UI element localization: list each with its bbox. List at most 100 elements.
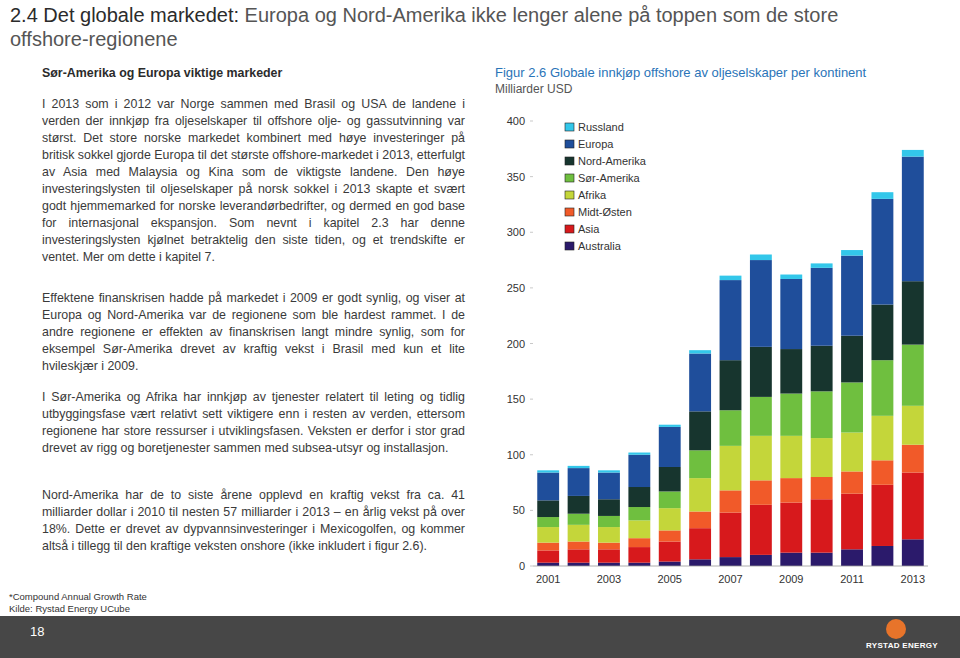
bar-segment [780, 436, 802, 478]
bar-segment [659, 467, 681, 491]
bar-segment [750, 255, 772, 261]
y-tick [530, 176, 533, 177]
bar-segment [568, 542, 590, 550]
page-number: 18 [30, 624, 44, 639]
legend-label: Europa [578, 138, 614, 150]
bar-segment [811, 553, 833, 566]
bar-segment [628, 520, 650, 538]
logo-icon [886, 619, 906, 639]
bar-segment [689, 528, 711, 559]
y-tick [530, 343, 533, 344]
bar-segment [598, 527, 620, 543]
bar-segment [659, 542, 681, 562]
y-tick-label: 300 [507, 226, 525, 238]
paragraph: I 2013 som i 2012 var Norge sammen med B… [42, 96, 465, 266]
bar-segment [902, 445, 924, 473]
legend-label: Australia [578, 240, 622, 252]
bar-segment [780, 275, 802, 279]
bar-segment [689, 450, 711, 478]
bar-segment [871, 305, 893, 361]
bar-segment [659, 562, 681, 566]
bar-segment [537, 543, 559, 551]
bar-segment [537, 563, 559, 566]
bar-segment [811, 391, 833, 438]
bar-segment [659, 508, 681, 530]
footer-band [0, 616, 960, 658]
title-prefix: 2.4 Det globale markedet: [10, 4, 239, 26]
x-axis [533, 566, 928, 567]
bar-segment [568, 468, 590, 496]
bar-segment [750, 505, 772, 555]
legend-swatch [565, 242, 574, 250]
bar-segment [780, 503, 802, 553]
y-tick-label: 100 [507, 449, 525, 461]
bar-segment [750, 436, 772, 481]
y-tick [530, 287, 533, 288]
footnote: *Compound Annual Growth Rate [9, 591, 147, 602]
x-tick-label: 2001 [536, 573, 560, 585]
bar-segment [537, 517, 559, 527]
bar-segment [750, 260, 772, 347]
paragraph: I Sør-Amerika og Afrika har innkjøp av t… [42, 389, 465, 457]
bar-segment [720, 276, 742, 280]
bar-segment [871, 485, 893, 546]
bar-segment [598, 499, 620, 516]
y-tick [530, 232, 533, 233]
bar-segment [841, 382, 863, 432]
bar-segment [841, 433, 863, 472]
bar-segment [750, 555, 772, 566]
bar-segment [780, 394, 802, 436]
bar-segment [659, 427, 681, 467]
bar-segment [871, 199, 893, 305]
bar-segment [598, 563, 620, 566]
bar-segment [871, 360, 893, 416]
x-tick-label: 2007 [718, 573, 742, 585]
bar-segment [811, 499, 833, 552]
bar-segment [628, 538, 650, 547]
bar-segment [811, 268, 833, 346]
x-tick-label: 2003 [597, 573, 621, 585]
bar-segment [568, 525, 590, 542]
bars [537, 150, 923, 566]
legend-label: Afrika [578, 189, 607, 201]
bar-segment [811, 263, 833, 267]
bar-segment [841, 549, 863, 566]
y-tick-label: 0 [519, 560, 525, 572]
paragraph: Nord-Amerika har de to siste årene opple… [42, 487, 465, 555]
y-tick [530, 121, 533, 122]
x-tick-label: 2013 [901, 573, 925, 585]
legend-swatch [565, 140, 574, 148]
y-tick-label: 200 [507, 338, 525, 350]
chart-title: Figur 2.6 Globale innkjøp offshore av ol… [495, 65, 867, 80]
chart: Figur 2.6 Globale innkjøp offshore av ol… [0, 0, 960, 658]
bar-segment [811, 438, 833, 477]
legend-swatch [565, 123, 574, 131]
bar-segment [841, 494, 863, 550]
bar-segment [537, 550, 559, 562]
y-tick-label: 350 [507, 171, 525, 183]
bar-segment [902, 539, 924, 566]
bar-segment [598, 516, 620, 527]
bar-segment [598, 543, 620, 550]
x-tick-label: 2005 [657, 573, 681, 585]
bar-segment [568, 496, 590, 514]
bar-segment [902, 473, 924, 540]
bar-segment [720, 446, 742, 491]
bar-segment [628, 563, 650, 566]
bar-segment [871, 416, 893, 461]
bar-segment [720, 513, 742, 558]
bar-segment [720, 490, 742, 512]
legend-swatch [565, 225, 574, 233]
bar-segment [568, 514, 590, 525]
bar-segment [841, 256, 863, 336]
bar-segment [628, 453, 650, 455]
bar-segment [659, 530, 681, 541]
bar-segment [902, 157, 924, 282]
x-tick-label: 2009 [779, 573, 803, 585]
y-tick [530, 510, 533, 511]
bar-segment [568, 466, 590, 468]
bar-segment [720, 410, 742, 446]
bar-segment [902, 281, 924, 344]
bar-segment [537, 500, 559, 517]
bar-segment [689, 354, 711, 412]
